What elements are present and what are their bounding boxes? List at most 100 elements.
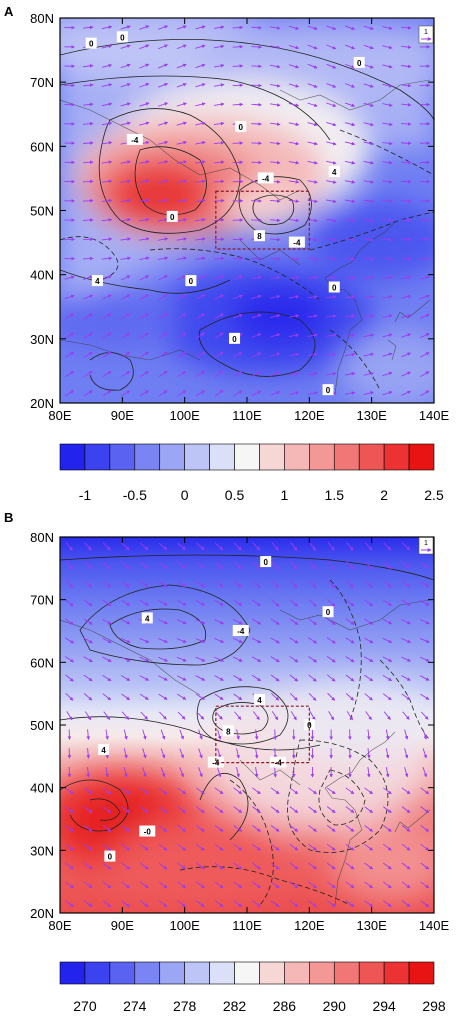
wind-vector [195, 256, 206, 261]
wind-vector [101, 275, 112, 281]
wind-vector [83, 351, 93, 358]
wind-vector [158, 843, 168, 851]
wind-vector [252, 900, 261, 907]
wind-vector [401, 390, 412, 396]
wind-vector [288, 371, 300, 376]
wind-vector [233, 881, 243, 889]
wind-vector [346, 542, 354, 551]
wind-vector [64, 371, 75, 378]
wind-vector [385, 767, 390, 778]
wind-vector [195, 843, 205, 851]
wind-vector [419, 275, 431, 280]
wind-vector [382, 199, 393, 203]
wind-vector [64, 294, 75, 300]
wind-vector [139, 25, 150, 30]
wind-vector [270, 199, 281, 203]
wind-vector [401, 900, 411, 907]
wind-vector [139, 63, 150, 69]
wind-vector [213, 44, 225, 49]
wind-vector [139, 102, 150, 107]
wind-vector [420, 580, 430, 588]
wind-vector [363, 371, 375, 376]
wind-vector [288, 295, 300, 299]
wind-vector [177, 787, 187, 795]
wind-vector [288, 64, 300, 69]
wind-vector [102, 313, 112, 320]
lon-tick-label: 140E [419, 918, 450, 933]
wind-vector [288, 333, 300, 338]
wind-vector [158, 542, 168, 550]
wind-vector [65, 561, 73, 570]
wind-vector [158, 619, 168, 625]
wind-vector [289, 637, 299, 644]
wind-vector [420, 693, 430, 700]
wind-vector [363, 352, 375, 357]
wind-vector [251, 352, 262, 358]
colorbar-swatch [259, 443, 285, 471]
colorbar-swatch [184, 961, 210, 985]
wind-vector [195, 881, 205, 889]
wind-vector [139, 294, 150, 300]
wind-vector [385, 729, 390, 740]
lon-tick-label: 110E [232, 918, 262, 933]
wind-vector [83, 862, 93, 870]
lat-tick-label: 60N [30, 655, 54, 670]
wind-vector [86, 729, 91, 740]
wind-vector [344, 218, 356, 223]
wind-vector [385, 748, 390, 759]
wind-vector [195, 693, 205, 700]
wind-vector [308, 806, 317, 813]
wind-vector [177, 561, 186, 569]
wind-vector [345, 637, 355, 644]
wind-vector [308, 825, 317, 832]
panel-b-coastlines [60, 599, 431, 906]
wind-vector [158, 332, 168, 339]
wind-vector [120, 102, 131, 107]
wind-vector [345, 618, 355, 625]
wind-vector [176, 25, 187, 30]
wind-vector [139, 787, 149, 795]
wind-vector [195, 900, 205, 907]
wind-vector [273, 729, 277, 740]
wind-vector [364, 881, 374, 889]
wind-vector [176, 237, 188, 241]
wind-vector [158, 806, 168, 813]
wind-vector [344, 141, 356, 146]
wind-vector [83, 371, 93, 378]
wind-vector [363, 333, 375, 338]
wind-vector [233, 390, 243, 397]
wind-vector [86, 766, 91, 778]
panel-a-contour-labels: 0 0 0 -4 0 -4 4 0 8 -4 4 0 0 0 0 [85, 31, 365, 396]
wind-vector [382, 45, 393, 50]
wind-vector [367, 729, 371, 740]
wind-vector [123, 748, 128, 759]
wind-vector [213, 102, 225, 107]
colorbar-tick-label: 1 [281, 487, 289, 503]
wind-vector [121, 542, 130, 551]
wind-vector [270, 390, 281, 396]
wind-vector [83, 674, 93, 682]
wind-vector [213, 141, 225, 145]
wind-vector [120, 63, 131, 69]
wind-vector [158, 580, 168, 588]
wind-vector [102, 294, 112, 300]
wind-vector [289, 825, 299, 832]
panel-b: B [4, 510, 450, 1014]
wind-vector [364, 787, 374, 795]
contour-label: -4 [131, 136, 139, 145]
wind-vector [120, 256, 131, 261]
wind-vector [157, 218, 169, 222]
wind-vector [157, 256, 169, 261]
wind-vector [139, 900, 149, 907]
wind-vector [344, 122, 356, 127]
wind-vector [252, 542, 261, 551]
wind-vector [383, 711, 391, 720]
panel-a-label: A [4, 4, 14, 19]
wind-vector [179, 748, 184, 759]
wind-vector [382, 599, 392, 606]
wind-vector [420, 787, 430, 795]
colorbar-tick-label: 0.5 [225, 487, 245, 503]
wind-vector [214, 618, 224, 625]
wind-vector [102, 881, 112, 889]
wind-vector [270, 218, 281, 223]
